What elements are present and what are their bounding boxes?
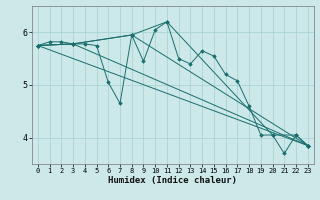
X-axis label: Humidex (Indice chaleur): Humidex (Indice chaleur)	[108, 176, 237, 185]
